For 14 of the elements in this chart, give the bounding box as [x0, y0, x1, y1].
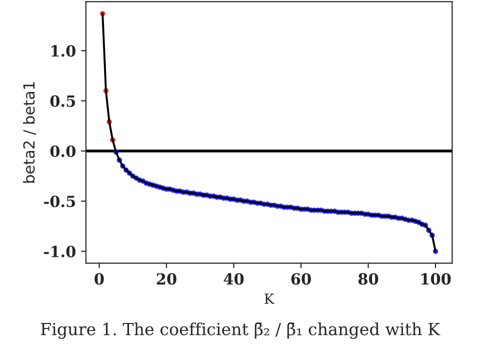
y-tick-label: 1.0: [51, 45, 76, 57]
x-tick-label: 80: [358, 273, 378, 285]
caption: Figure 1. The coefficient β̄₂ / β̄₁ changed with K: [40, 322, 440, 339]
y-axis-title: beta2 / beta1: [22, 82, 36, 183]
x-tick-label: 100: [421, 273, 451, 285]
x-tick-label: 0: [94, 273, 104, 285]
y-tick-label: -0.5: [44, 196, 76, 208]
x-tick-label: 60: [291, 273, 311, 285]
y-tick-label: 0.0: [50, 145, 76, 158]
x-axis-title: K: [264, 294, 274, 304]
y-tick-label: 0.5: [50, 95, 76, 107]
x-tick-label: 40: [224, 273, 244, 285]
y-tick-label: -1.0: [44, 246, 76, 258]
x-tick-label: 20: [156, 273, 176, 285]
